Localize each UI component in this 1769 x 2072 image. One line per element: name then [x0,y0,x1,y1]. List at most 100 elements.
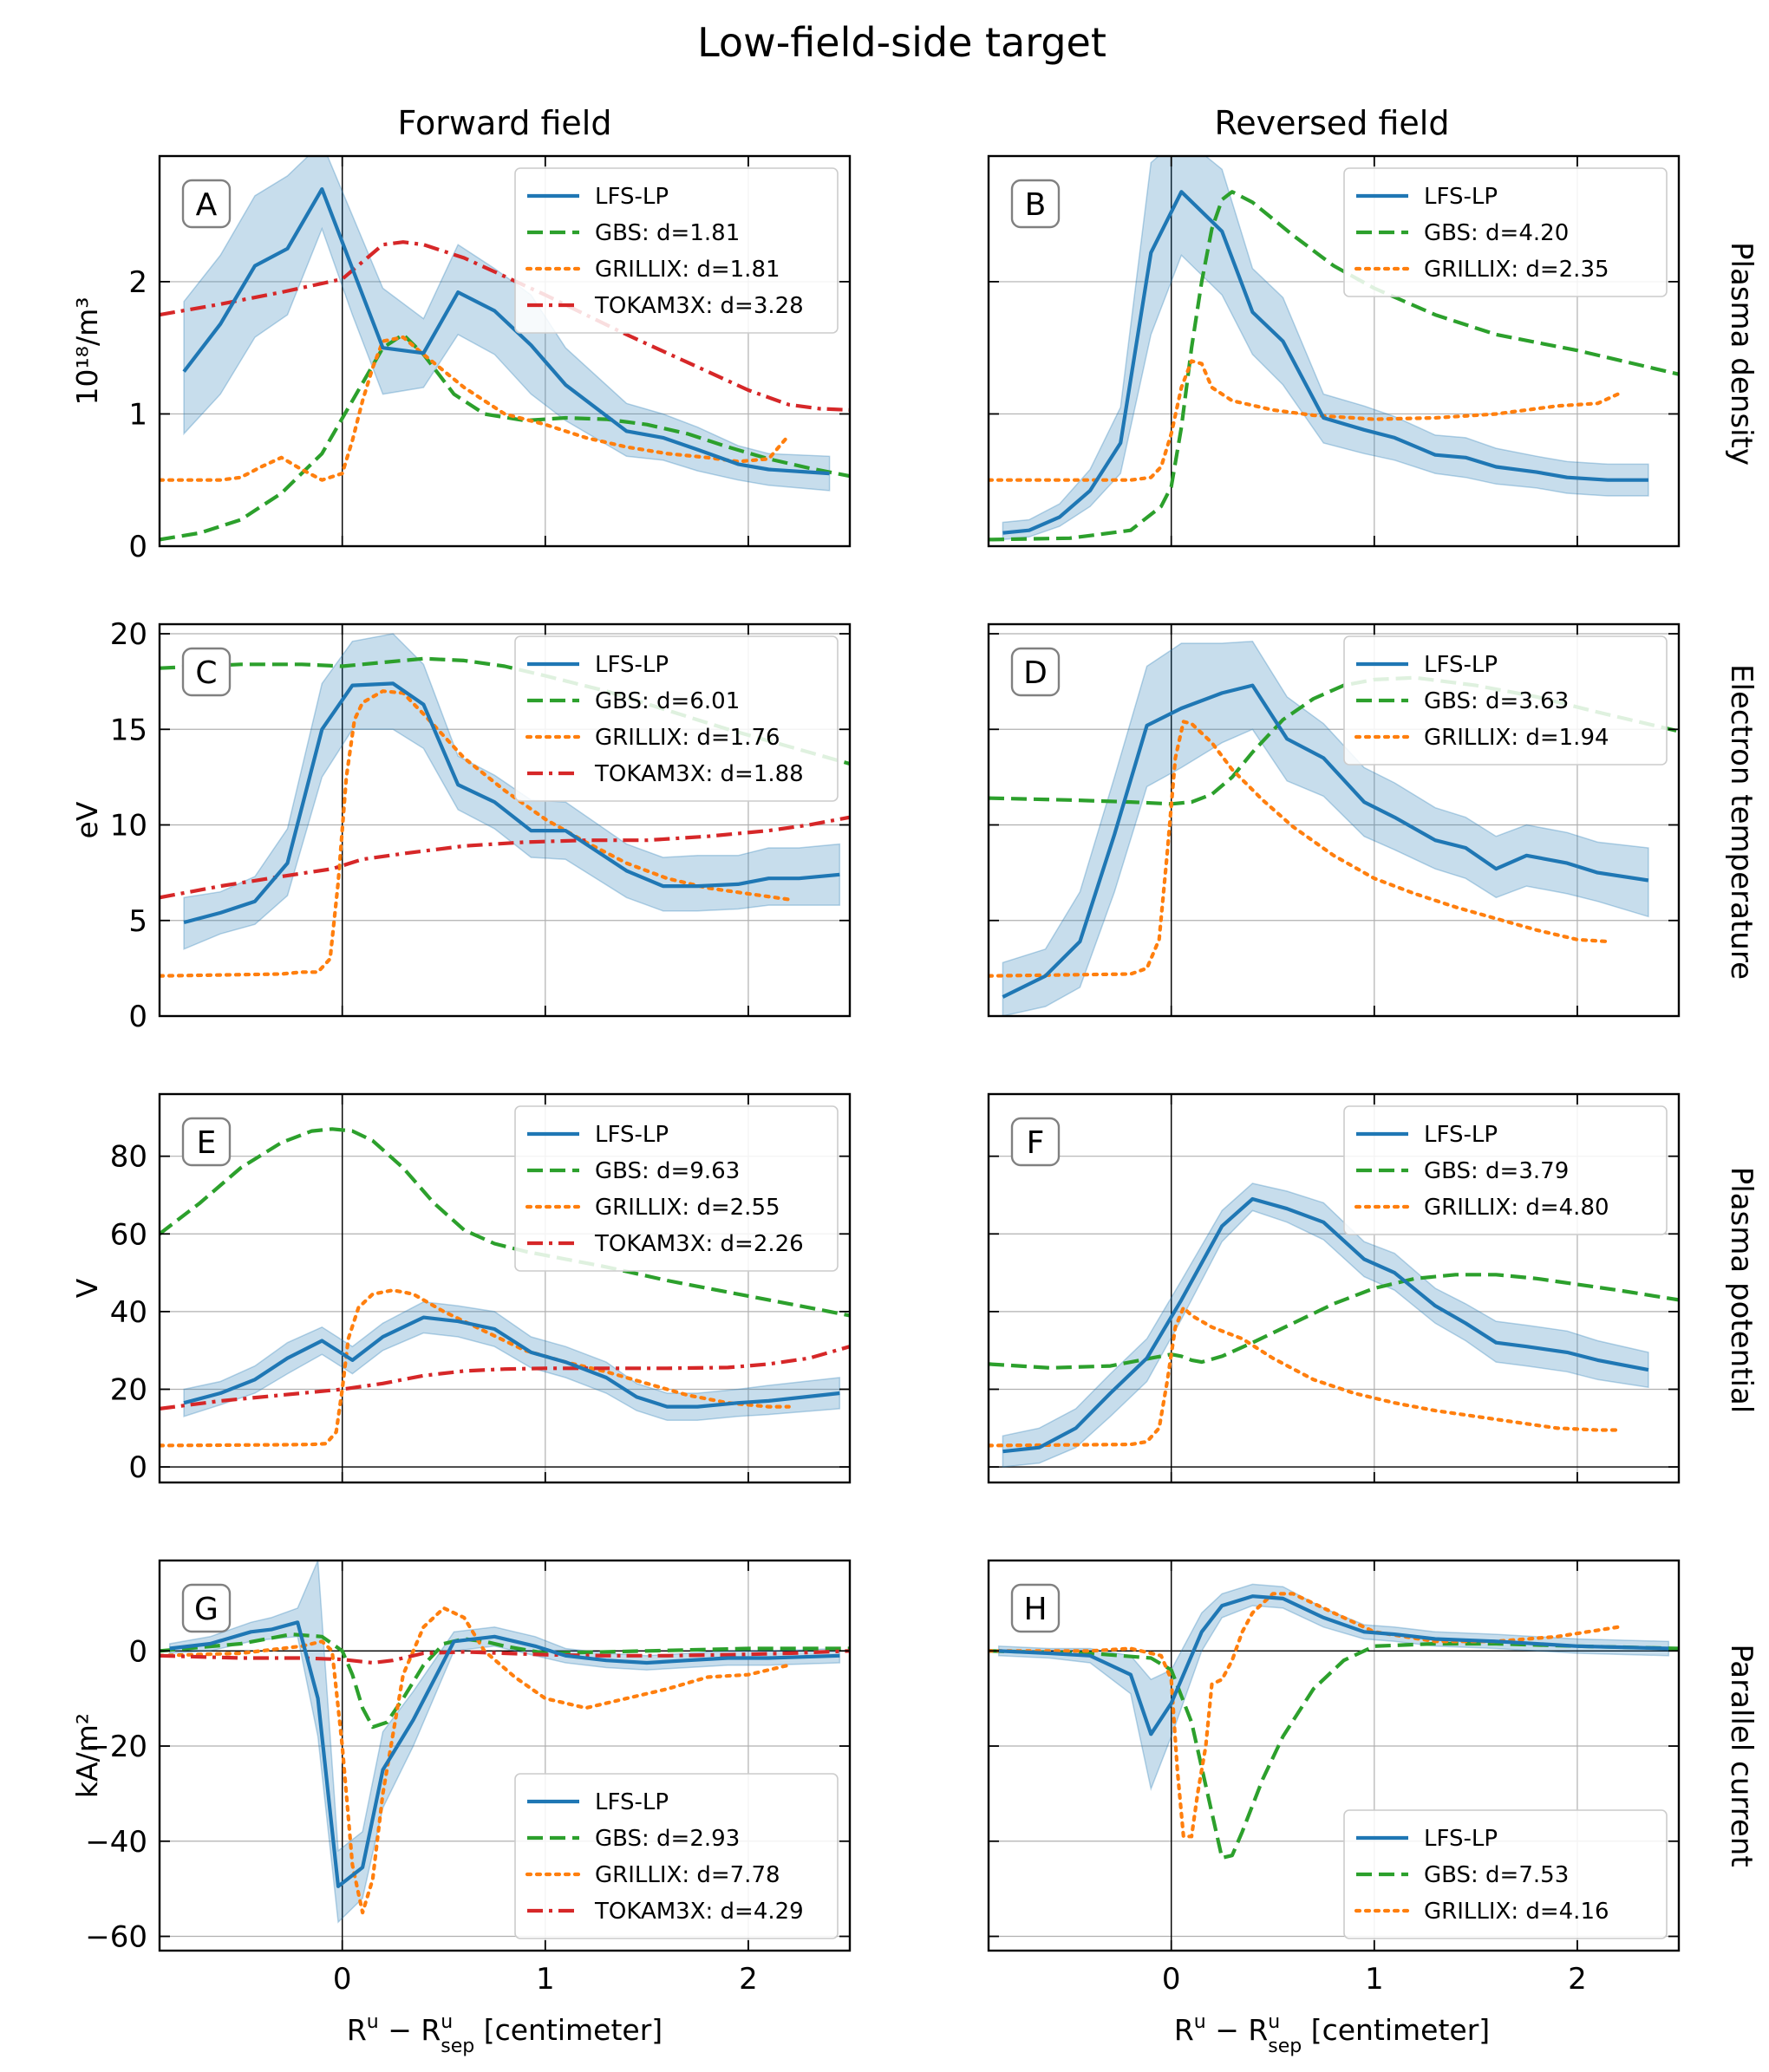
uncertainty-band [997,1583,1670,1792]
y-tick-label: 10 [110,809,147,844]
panel-tag: H [1023,1592,1047,1627]
legend-label: GRILLIX: d=2.35 [1424,257,1609,283]
y-tick-label: 1 [128,397,147,432]
legend: LFS-LP GBS: d=4.20 GRILLIX: d=2.35 [1343,167,1668,297]
panel-tag-box [1010,179,1061,229]
series-line-lfs-lp [169,1620,840,1888]
legend: LFS-LP GBS: d=6.01 GRILLIX: d=1.76 TOKAM3X:… [514,635,839,802]
series-line-gbs [989,1273,1679,1370]
plot-area [989,1183,1679,1468]
legend-label: LFS-LP [595,652,669,678]
axes-frame [158,1559,852,1952]
row-label-temperature: Electron temperature [1724,664,1759,980]
legend-label: TOKAM3X: d=2.26 [594,1231,804,1257]
legend-box [514,167,839,334]
x-axis-label-right: Ru − Ru sep [centimeter] [1174,2011,1490,2057]
column-title-forward: Forward field [398,104,612,142]
legend-label: TOKAM3X: d=4.29 [594,1899,804,1925]
legend-label: LFS-LP [595,1122,669,1148]
x-tick-label: 1 [536,1962,555,1997]
x-tick-label: 1 [1365,1962,1384,1997]
legend: LFS-LP GBS: d=3.79 GRILLIX: d=4.80 [1343,1105,1668,1235]
legend-box [514,1773,839,1939]
panel-tag-box [1010,1583,1061,1633]
y-tick-label: 20 [110,617,147,652]
legend-label: GBS: d=1.81 [595,220,740,246]
legend-label: GBS: d=2.93 [595,1826,740,1852]
series-line-grillix [160,1288,791,1448]
xlabel-sub2: sep [441,2036,474,2057]
legend-box [1343,167,1668,297]
series-line-lfs-lp [1002,1196,1649,1454]
legend: LFS-LP GBS: d=7.53 GRILLIX: d=4.16 [1343,1809,1668,1939]
y-axis-label: eV [70,801,104,838]
legend-label: GRILLIX: d=1.76 [595,725,780,751]
panel-tag: B [1025,187,1047,223]
panel-tag-box [1010,1117,1061,1167]
y-tick-label: 20 [110,1372,147,1407]
series-line-lfs-lp [183,1315,840,1409]
panel-h: 0 1 2 H LFS-LP GBS: d=7.53 GRILLIX: d=4.16 [987,1559,1681,1997]
legend-label: LFS-LP [1424,652,1498,678]
series-line-grillix [989,1306,1620,1448]
xlabel-unit: [centimeter] [1302,2013,1490,2047]
panel-tag: A [196,187,218,223]
uncertainty-band [183,633,841,950]
series-line-tokam3x [160,815,850,900]
y-tick-label: 0 [128,1000,147,1034]
y-tick-label: 60 [110,1217,147,1252]
x-tick-label: 2 [739,1962,758,1997]
panel-g: 0 1 2 −60 −40 −20 0 kA/m² G LFS-LP GBS: d=2.93 GRIL… [70,1559,852,1997]
legend-label: GRILLIX: d=4.16 [1424,1899,1609,1925]
panel-tag-box [181,1117,232,1167]
panel-c: 0 5 10 15 20 eV C LFS-LP GBS: d=6.01 GRILLIX: d=1… [70,617,852,1034]
y-tick-label: 5 [128,904,147,939]
xlabel-minus: − R [379,2013,441,2047]
x-tick-label: 0 [1162,1962,1181,1997]
plot-area [989,1583,1679,1860]
legend-label: LFS-LP [595,184,669,210]
y-tick-label: 0 [128,530,147,564]
series-line-gbs [160,332,850,542]
series-line-lfs-lp [1002,190,1648,535]
plot-area [160,1127,850,1448]
legend-label: GBS: d=6.01 [595,688,740,714]
y-tick-label: −40 [85,1825,147,1860]
legend-box [514,635,839,802]
y-tick-label: 40 [110,1295,147,1330]
xlabel-sup2: u [441,2011,453,2033]
y-tick-label: 15 [110,713,147,747]
legend-box [1343,1809,1668,1939]
series-line-grillix [989,1592,1620,1839]
legend-label: GBS: d=3.63 [1424,688,1569,714]
x-axis-label-left: Ru − Ru sep [centimeter] [347,2011,663,2057]
panel-tag: E [197,1125,217,1161]
series-line-lfs-lp [1002,683,1649,999]
x-tick-label: 0 [333,1962,352,1997]
series-line-gbs [160,1127,850,1318]
panel-e: 0 20 40 60 80 V E LFS-LP GBS: d=9.63 GRILLIX: d=2… [70,1092,852,1485]
panel-tag-box [181,1583,232,1633]
panel-d: D LFS-LP GBS: d=3.63 GRILLIX: d=1.94 [987,622,1681,1018]
panel-b: B LFS-LP GBS: d=4.20 GRILLIX: d=2.35 [987,154,1681,548]
legend-label: GRILLIX: d=7.78 [595,1862,780,1888]
legend-label: LFS-LP [1424,1826,1498,1852]
uncertainty-band [1002,156,1649,541]
legend: LFS-LP GBS: d=9.63 GRILLIX: d=2.55 TOKAM3X:… [514,1105,839,1272]
legend-label: GRILLIX: d=4.80 [1424,1195,1609,1221]
series-line-grillix [160,689,791,978]
legend-label: GRILLIX: d=1.94 [1424,725,1609,751]
axes-frame [158,622,852,1018]
xlabel-base: R [1174,2013,1194,2047]
series-line-grillix [160,1606,791,1915]
panel-tag-box [1010,647,1061,697]
y-axis-label: V [70,1278,104,1298]
series-line-tokam3x [160,1345,850,1411]
legend-label: GBS: d=4.20 [1424,220,1569,246]
y-axis-label: 10¹⁸/m³ [70,297,104,406]
xlabel-sub2: sep [1268,2036,1302,2057]
legend-label: LFS-LP [1424,184,1498,210]
legend-box [1343,635,1668,766]
series-line-grillix [989,720,1610,978]
